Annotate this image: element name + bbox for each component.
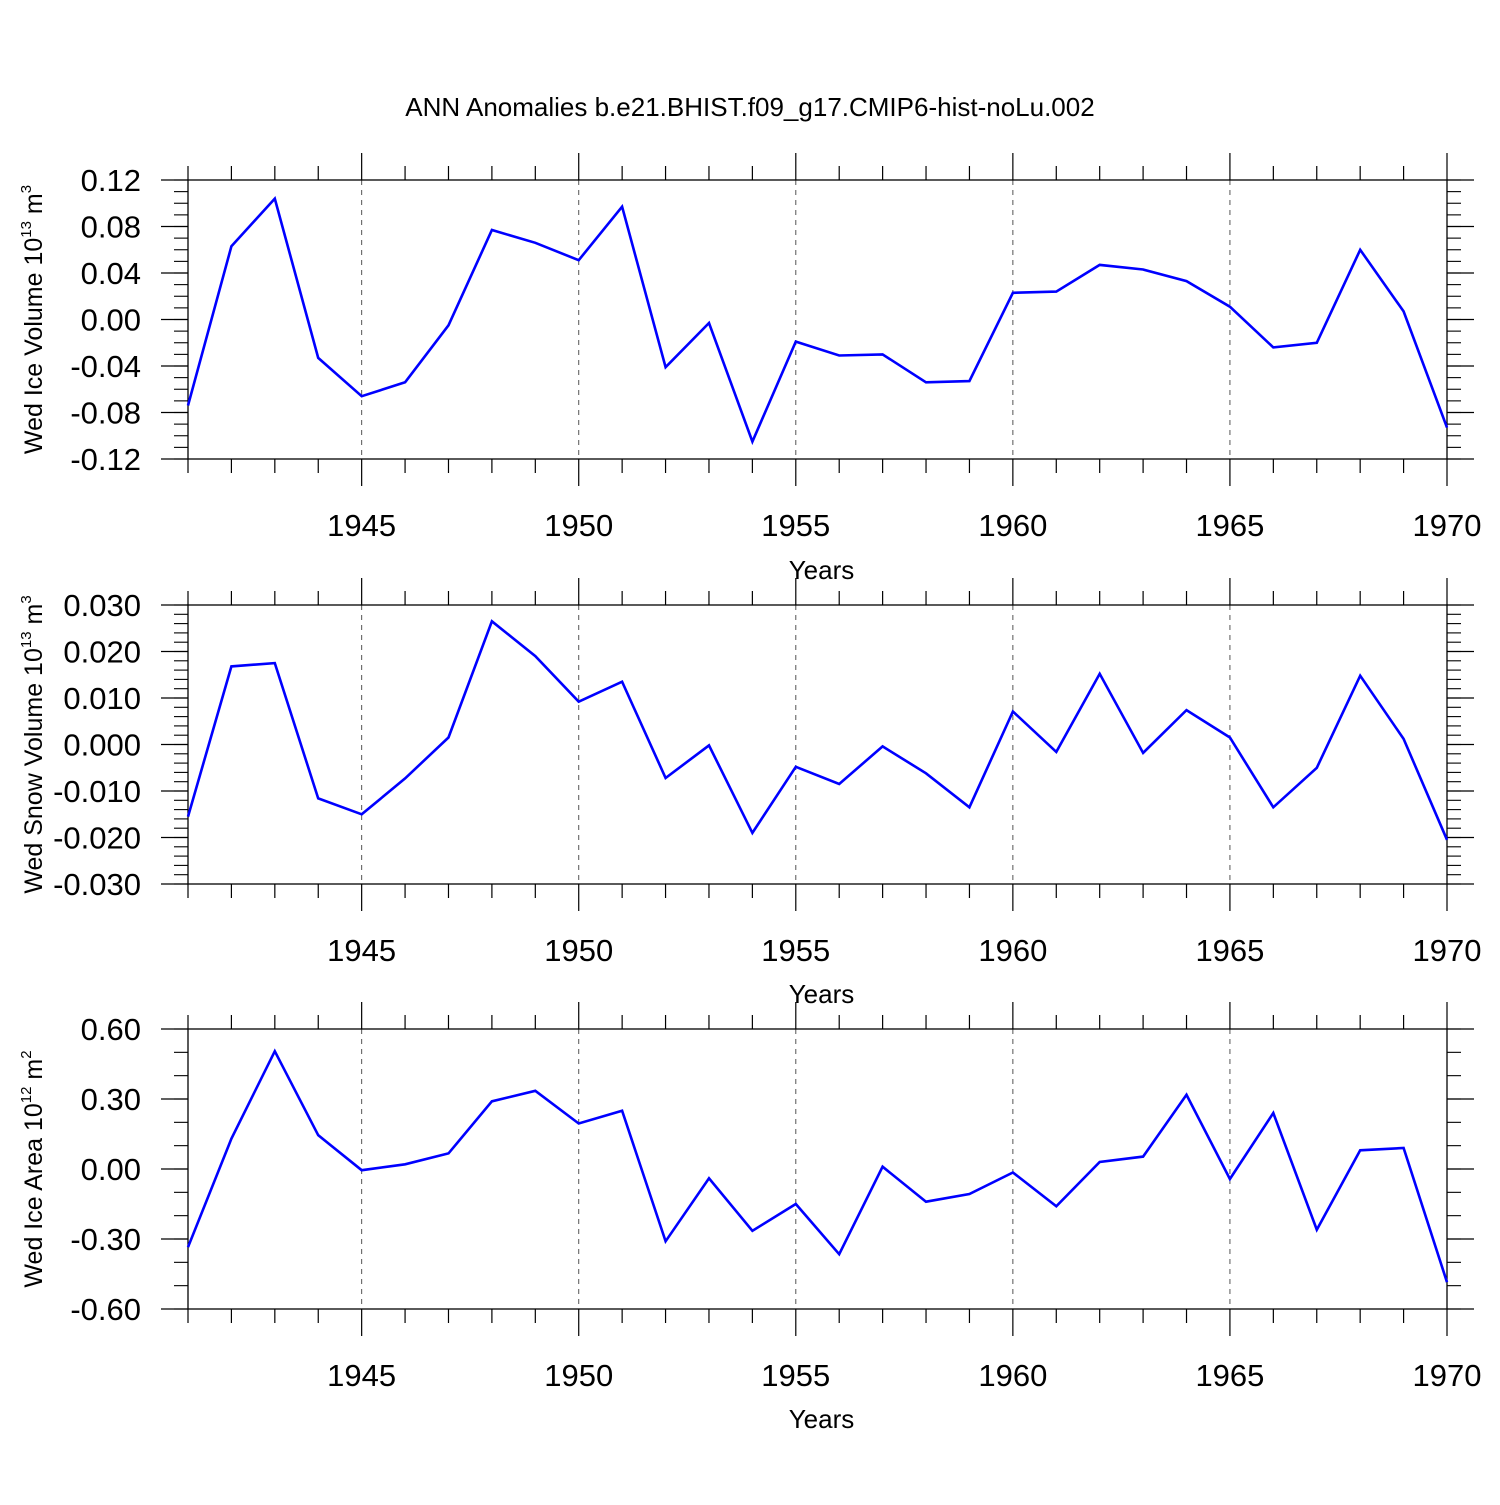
y-tick-label: -0.60 xyxy=(70,1292,141,1327)
x-tick-label: 1970 xyxy=(1413,1358,1482,1393)
x-tick-label: 1970 xyxy=(1413,508,1482,543)
y-tick-label: -0.04 xyxy=(70,349,141,384)
x-tick-label: 1960 xyxy=(978,1358,1047,1393)
y-tick-label: 0.60 xyxy=(81,1012,141,1047)
x-tick-label: 1950 xyxy=(544,933,613,968)
x-tick-label: 1965 xyxy=(1195,508,1264,543)
x-tick-label: 1950 xyxy=(544,1358,613,1393)
x-tick-label: 1945 xyxy=(327,933,396,968)
plot-frame xyxy=(187,179,1448,460)
x-tick-label: 1955 xyxy=(761,933,830,968)
x-tick-label: 1965 xyxy=(1195,1358,1264,1393)
x-tick-label: 1960 xyxy=(978,933,1047,968)
x-tick-label: 1945 xyxy=(327,508,396,543)
series-line xyxy=(186,195,1449,446)
series-line xyxy=(186,1048,1449,1283)
series-line xyxy=(186,619,1449,841)
panel-3: 1945 1950 1955 1960 1965 1970 0.60 0.30 0.00 -0.3… xyxy=(18,1002,1481,1434)
y-tick-label: 0.010 xyxy=(63,681,141,716)
chart-title: ANN Anomalies b.e21.BHIST.f09_g17.CMIP6-… xyxy=(405,92,1094,122)
y-tick-label: -0.010 xyxy=(53,774,141,809)
y-tick-label: 0.020 xyxy=(63,635,141,670)
y-tick-label: 0.08 xyxy=(81,210,141,245)
y-tick-label: 0.000 xyxy=(63,728,141,763)
x-tick-label: 1970 xyxy=(1413,933,1482,968)
y-tick-label: 0.30 xyxy=(81,1082,141,1117)
x-tick-label: 1955 xyxy=(761,508,830,543)
y-tick-label: -0.30 xyxy=(70,1222,141,1257)
x-tick-label: 1965 xyxy=(1195,933,1264,968)
panel-2: 1945 1950 1955 1960 1965 1970 0.030 0.020 0.010 0… xyxy=(18,578,1481,1009)
y-tick-label: 0.00 xyxy=(81,303,141,338)
y-axis-title: Wed Ice Volume 1013 m3 xyxy=(18,185,48,454)
y-tick-label: 0.04 xyxy=(81,256,141,291)
y-tick-label: -0.020 xyxy=(53,821,141,856)
x-axis-title: Years xyxy=(789,1404,855,1434)
y-tick-label: 0.12 xyxy=(81,163,141,198)
x-tick-label: 1945 xyxy=(327,1358,396,1393)
x-axis-title: Years xyxy=(789,555,855,585)
x-axis-title: Years xyxy=(789,979,855,1009)
y-tick-label: -0.12 xyxy=(70,442,141,477)
x-tick-label: 1950 xyxy=(544,508,613,543)
y-tick-label: -0.030 xyxy=(53,867,141,902)
y-axis-title: Wed Ice Area 1012 m2 xyxy=(18,1050,48,1287)
x-tick-label: 1960 xyxy=(978,508,1047,543)
y-tick-label: -0.08 xyxy=(70,396,141,431)
x-tick-label: 1955 xyxy=(761,1358,830,1393)
y-tick-label: 0.030 xyxy=(63,588,141,623)
y-tick-label: 0.00 xyxy=(81,1152,141,1187)
plot-frame xyxy=(187,604,1448,885)
panel-1: 1945 1950 1955 1960 1965 1970 0.12 0.08 0.04 0.00… xyxy=(18,153,1481,585)
y-axis-title: Wed Snow Volume 1013 m3 xyxy=(18,595,48,893)
